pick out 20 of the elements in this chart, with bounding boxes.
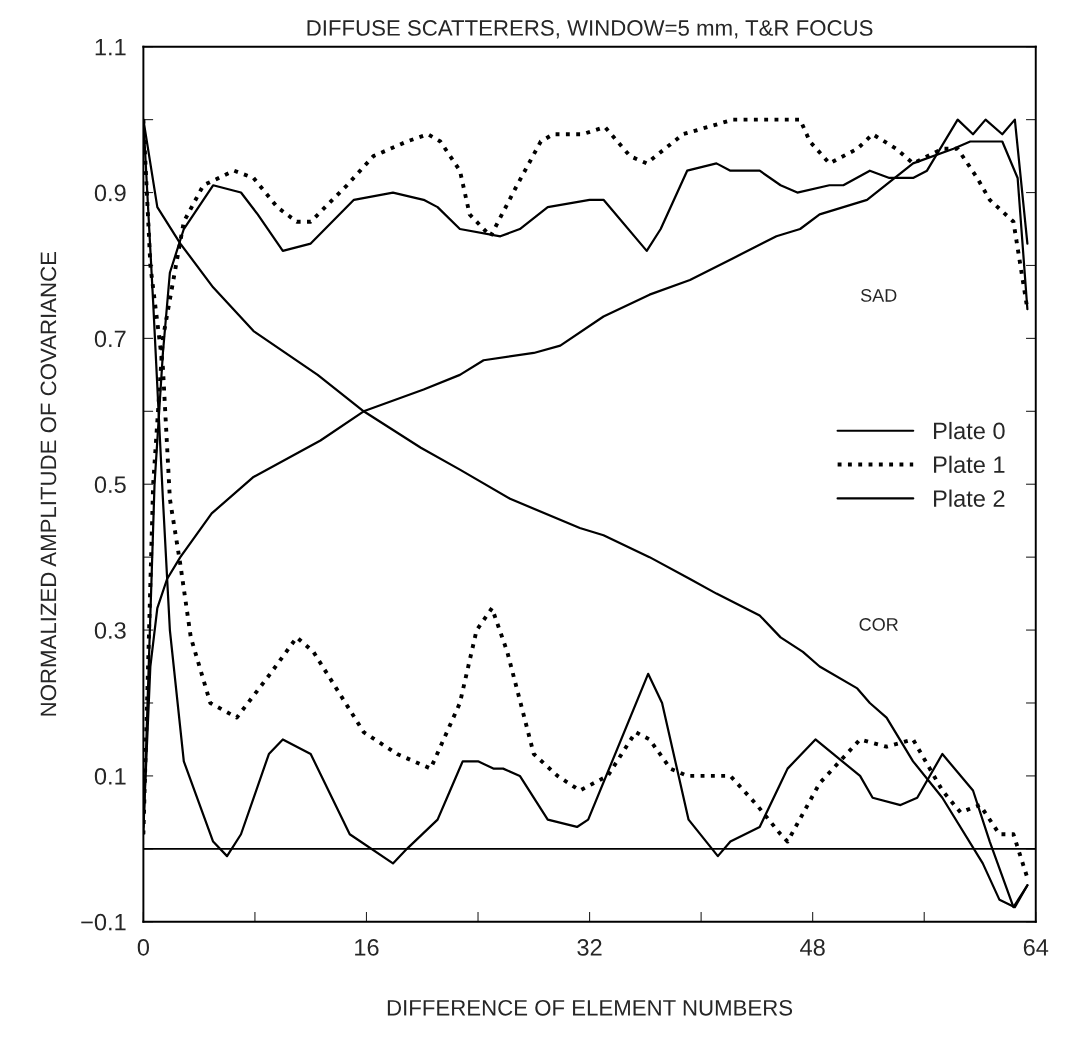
annotation: COR [859,618,898,631]
y-tick-label: 1.1 [95,39,126,56]
x-tick-label: 48 [800,939,825,956]
y-axis-title: NORMALIZED AMPLITUDE OF COVARIANCE [40,252,57,716]
y-tick-label: 0.7 [94,330,126,348]
legend-label: Plate 0 [934,421,1005,440]
annotation: SAD [860,289,897,302]
y-tick-label: 0.5 [94,476,126,494]
y-tick-label: 0.1 [94,767,126,785]
x-tick-label: 64 [1023,939,1049,956]
x-tick-label: 0 [137,939,150,956]
y-tick-label: 0.3 [94,622,126,639]
y-tick-label: 0.9 [94,184,126,202]
y-tick-label: −0.1 [81,913,126,931]
legend-label: Plate 1 [934,455,1005,474]
x-tick-label: 32 [577,939,602,956]
x-tick-label: 16 [355,939,379,956]
chart-title: DIFFUSE SCATTERERS, WINDOW=5 mm, T&R FOCUS [307,20,873,39]
x-axis-title: DIFFERENCE OF ELEMENT NUMBERS [387,999,793,1016]
legend-label: Plate 2 [934,489,1005,507]
